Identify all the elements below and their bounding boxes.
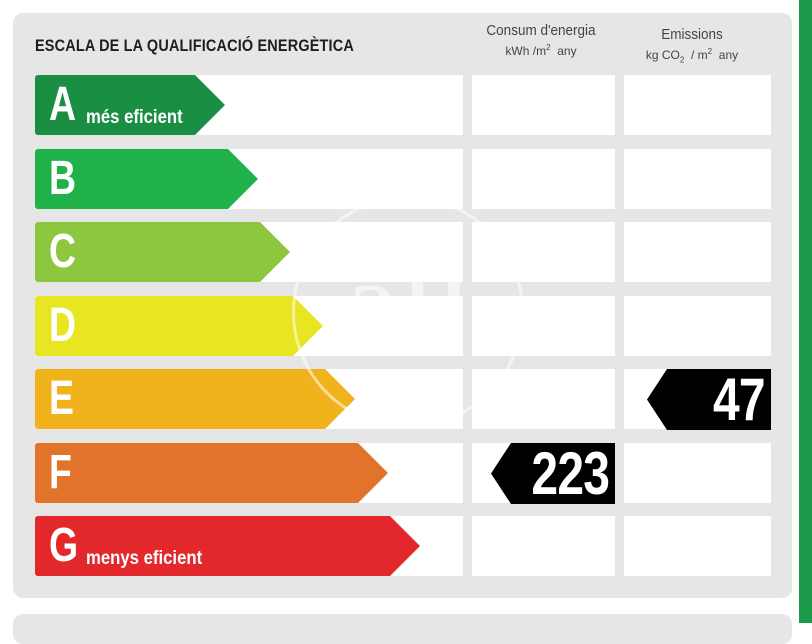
page-title: ESCALA DE LA QUALIFICACIÓ ENERGÈTICA [35, 36, 354, 55]
rating-arrow-shape-d [35, 296, 323, 356]
energy-value-tag-shape [491, 443, 615, 504]
emissions-value-tag-fill [647, 369, 771, 430]
rating-arrow-shape-f [35, 443, 388, 503]
rating-arrow-shape-c [35, 222, 290, 282]
energy-column-title: Consum d'energia [486, 22, 596, 39]
rating-letter-g: G [49, 519, 79, 572]
cell-emis-c [624, 222, 771, 282]
rating-arrow-fill-f [35, 443, 388, 503]
cell-energy-a [472, 75, 615, 135]
rating-arrow-c: C [35, 222, 290, 282]
rating-sublabel-a: més eficient [86, 107, 183, 128]
cell-energy-g [472, 516, 615, 576]
rating-arrow-e: E [35, 369, 355, 429]
rating-sublabel-g: menys eficient [86, 548, 203, 569]
rating-arrow-d: D [35, 296, 323, 356]
next-panel-edge [13, 614, 792, 644]
rating-letter-b: B [49, 152, 77, 205]
emissions-value-tag: 47 [647, 369, 771, 430]
rating-letter-c: C [49, 225, 77, 278]
rating-arrow-f: F [35, 443, 388, 503]
cell-emis-b [624, 149, 771, 209]
rating-arrow-fill-b [35, 149, 258, 209]
rating-letter-f: F [49, 446, 72, 499]
emissions-column-title: Emissions [661, 26, 723, 43]
rating-letter-d: D [49, 299, 77, 352]
energy-value-tag-fill [491, 443, 615, 504]
rating-arrow-shape-g [35, 516, 420, 576]
rating-arrow-shape-e [35, 369, 355, 429]
emissions-column-header: Emissions kg CO2 / m2 any [617, 26, 767, 64]
cell-emis-g [624, 516, 771, 576]
cell-energy-e [472, 369, 615, 429]
rating-letter-e: E [49, 372, 74, 425]
energy-column-unit: kWh /m2 any [505, 43, 577, 58]
rating-arrow-shape-a [35, 75, 225, 135]
cell-emis-d [624, 296, 771, 356]
side-accent-stripe [799, 0, 812, 623]
emissions-value-tag-shape [647, 369, 771, 430]
rating-arrow-fill-a [35, 75, 225, 135]
rating-letter-a: A [49, 78, 77, 131]
cell-emis-f [624, 443, 771, 503]
rating-arrow-fill-c [35, 222, 290, 282]
rating-arrow-fill-d [35, 296, 323, 356]
energy-column-header: Consum d'energia kWh /m2 any [466, 22, 616, 58]
cell-energy-d [472, 296, 615, 356]
rating-arrow-fill-g [35, 516, 420, 576]
energy-value-tag: 223 [491, 443, 615, 504]
cell-energy-c [472, 222, 615, 282]
energy-value: 223 [531, 440, 609, 507]
rating-arrow-b: B [35, 149, 258, 209]
emissions-column-unit: kg CO2 / m2 any [645, 47, 739, 65]
cell-energy-b [472, 149, 615, 209]
cell-emis-a [624, 75, 771, 135]
rating-arrow-fill-e [35, 369, 355, 429]
rating-arrow-shape-b [35, 149, 258, 209]
emissions-value: 47 [713, 366, 766, 433]
